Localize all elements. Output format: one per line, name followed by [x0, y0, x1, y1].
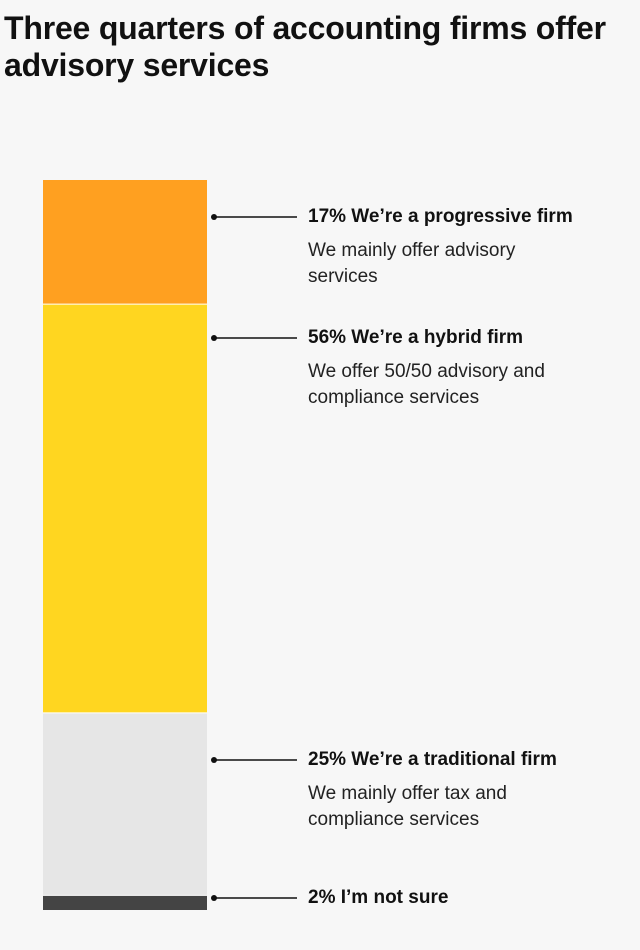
- segment-description: We offer 50/50 advisory and compliance s…: [308, 360, 545, 409]
- segment-description: We mainly offer tax and compliance servi…: [308, 782, 507, 831]
- segment-label-2: 56% We’re a hybrid firm We offer 50/50 ad…: [308, 327, 628, 411]
- segment-description: We mainly offer advisory services: [308, 239, 516, 288]
- bar-segment-2: [43, 304, 207, 713]
- segment-heading: 17% We’re a progressive firm: [308, 206, 573, 227]
- chart-title: Three quarters of accounting firms offer…: [4, 10, 606, 84]
- segment-label-3: 25% We’re a traditional firm We mainly of…: [308, 749, 628, 833]
- bar-segment-4: [43, 895, 207, 910]
- segment-heading: 25% We’re a traditional firm: [308, 749, 557, 770]
- bar-segment-3: [43, 712, 207, 896]
- segment-label-1: 17% We’re a progressive firm We mainly of…: [308, 206, 628, 290]
- segment-heading: 2% I’m not sure: [308, 887, 449, 908]
- bar-segment-1: [43, 180, 207, 305]
- segment-heading: 56% We’re a hybrid firm: [308, 327, 524, 348]
- segment-label-4: 2% I’m not sure: [308, 887, 628, 910]
